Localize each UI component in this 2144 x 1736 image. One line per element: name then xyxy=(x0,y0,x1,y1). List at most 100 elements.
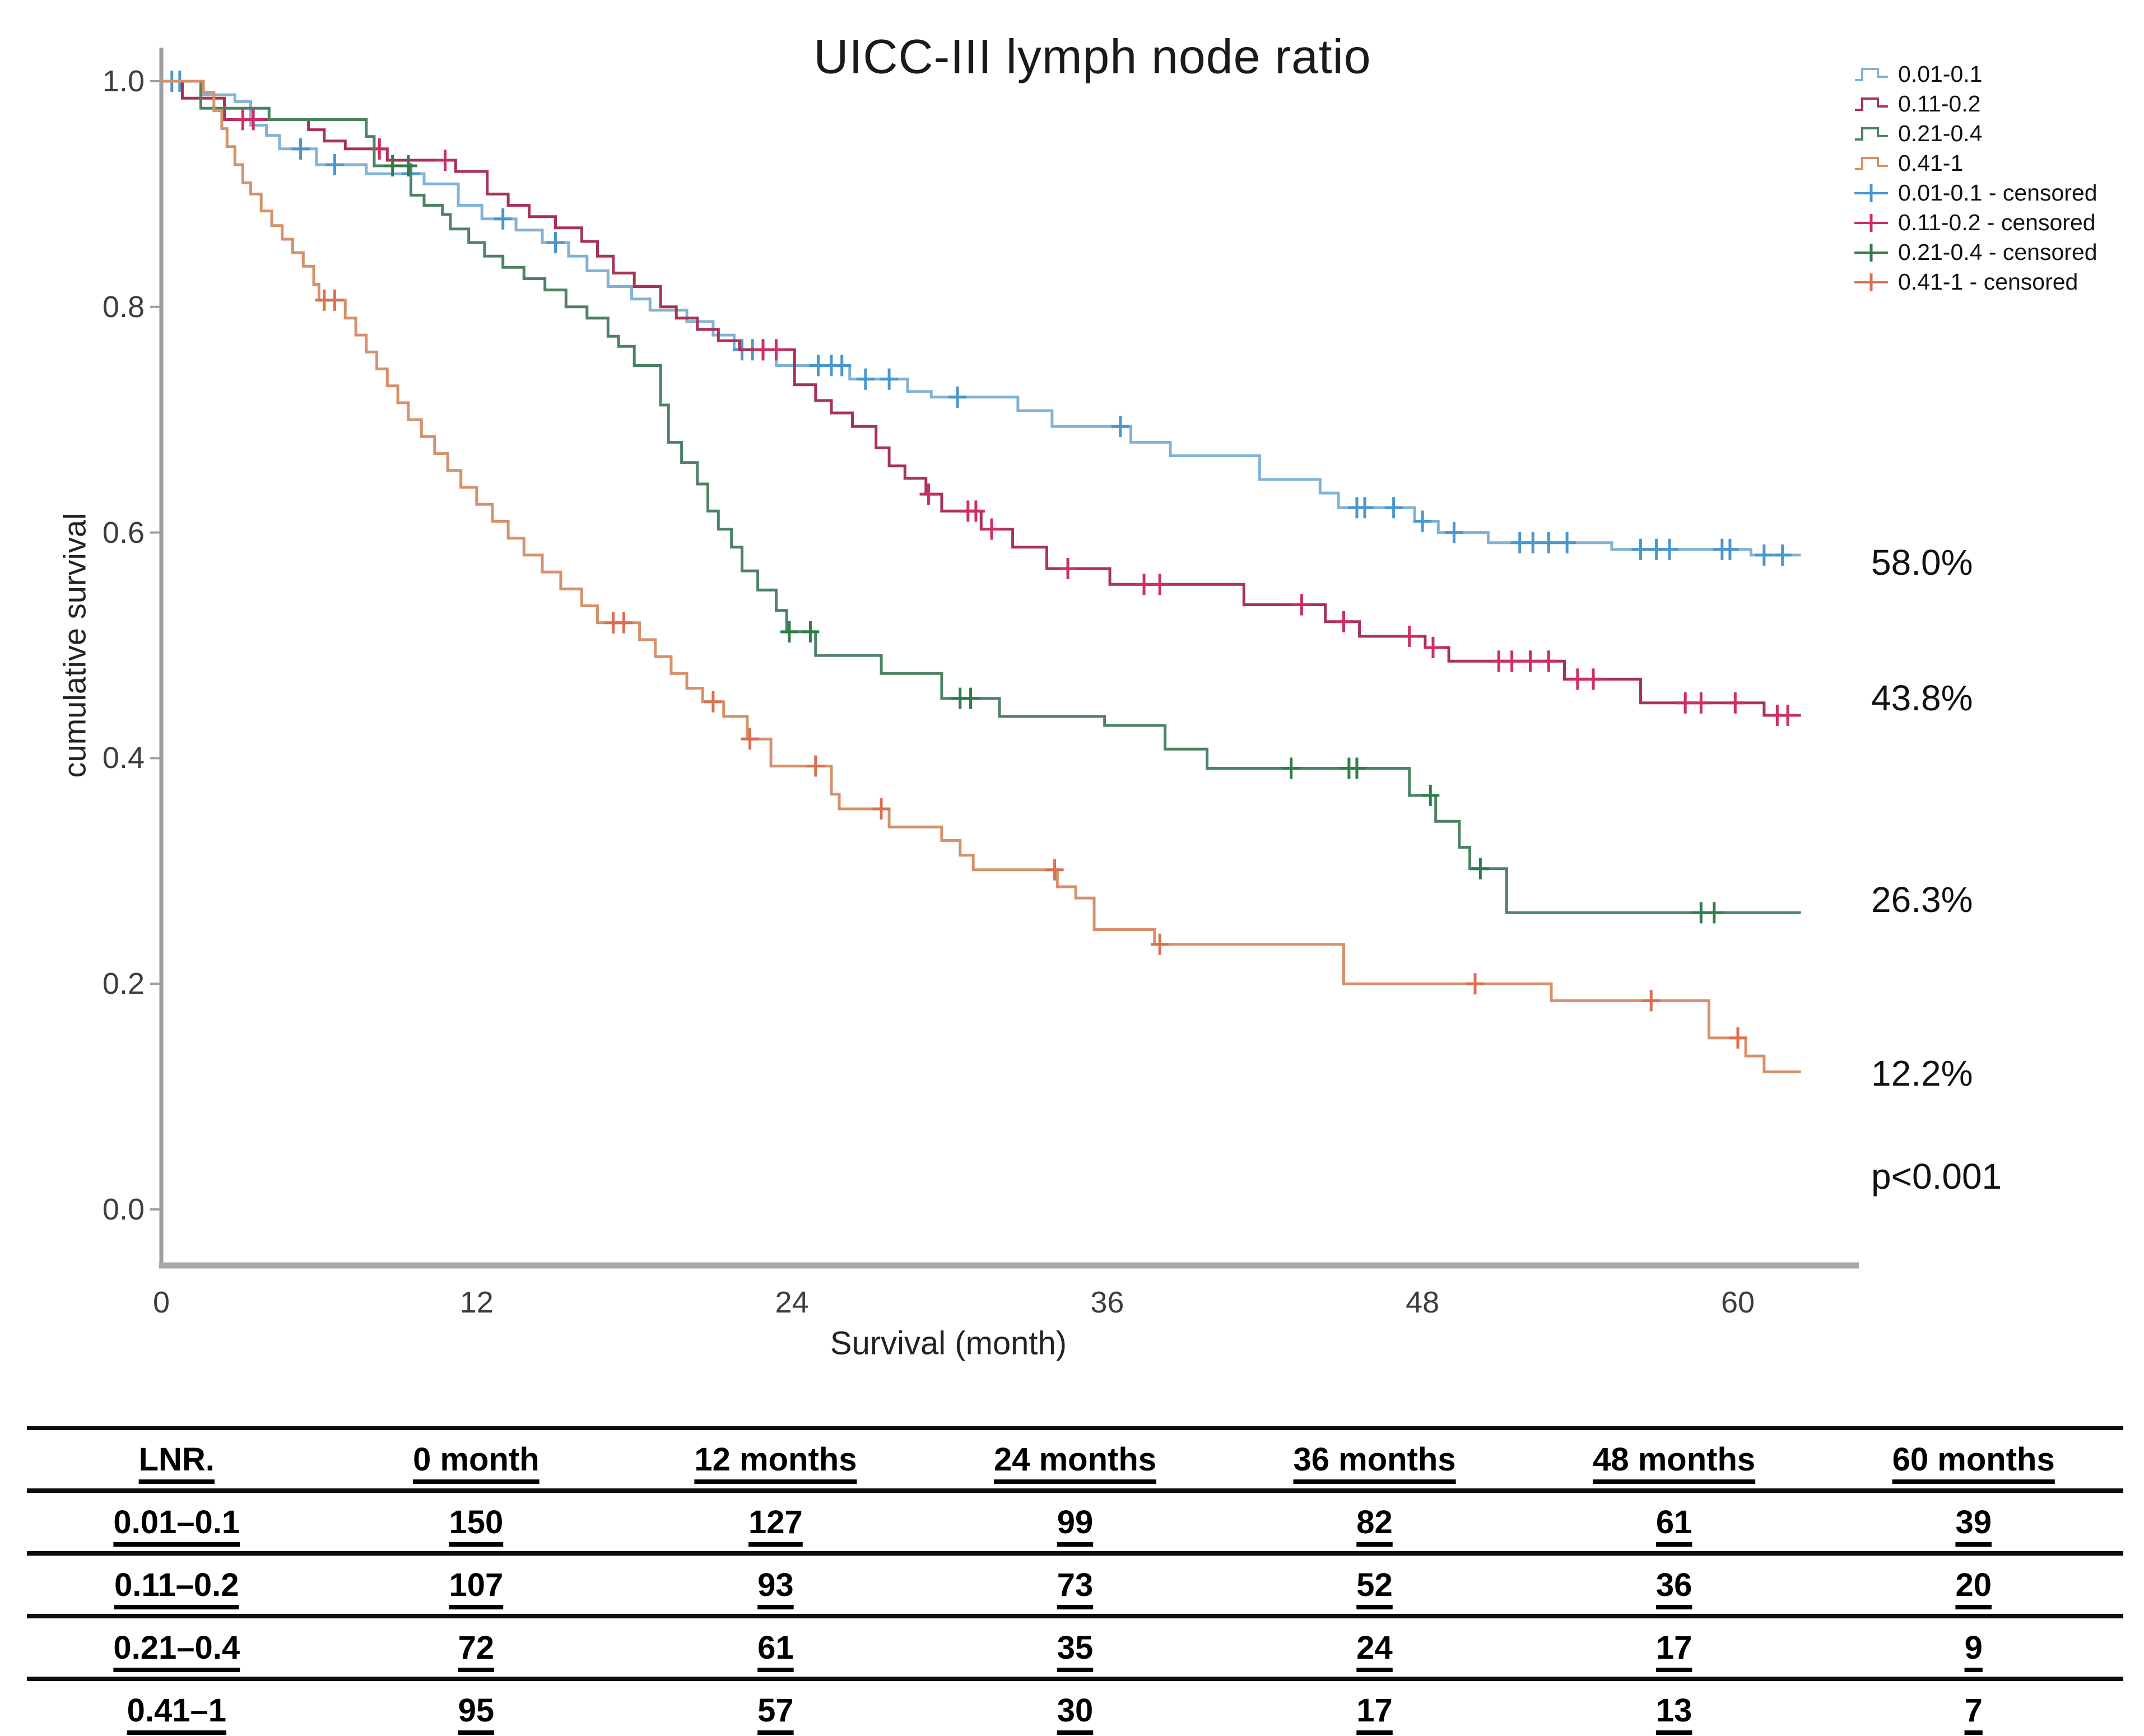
censor-mark-0.11-0.2 xyxy=(1726,692,1745,714)
table-cell: 30 xyxy=(1057,1692,1094,1729)
risk-table-row-0.01–0.1: 0.01–0.1 150 127 99 82 61 39 xyxy=(27,1493,2123,1556)
step-line-icon xyxy=(1855,127,1888,141)
table-cell: 24 months xyxy=(993,1441,1157,1478)
step-line-icon xyxy=(1855,97,1888,111)
risk-table-row-0.41–1: 0.41–1 95 57 30 17 13 7 xyxy=(27,1681,2123,1736)
censor-mark-0.01-0.1 xyxy=(1356,497,1374,519)
censor-mark-0.41-1 xyxy=(1642,990,1661,1012)
censor-mark-0.11-0.2 xyxy=(1503,650,1521,672)
legend-item-0.41-1: 0.41-1 xyxy=(1853,150,2098,176)
censor-mark-0.01-0.1 xyxy=(856,368,875,390)
table-cell: 150 xyxy=(449,1504,504,1540)
table-cell: 36 xyxy=(1655,1566,1692,1603)
table-cell: 61 xyxy=(757,1629,794,1666)
legend-item-0.11-0.2-censored: 0.11-0.2 - censored xyxy=(1853,210,2098,235)
censor-mark-0.01-0.1 xyxy=(1540,532,1558,553)
censor-mark-0.01-0.1 xyxy=(494,208,512,230)
censor-mark-0.41-1 xyxy=(615,612,633,634)
legend-label: 0.41-1 - censored xyxy=(1898,269,2078,295)
chart-title: UICC-III lymph node ratio xyxy=(813,30,1371,84)
y-tick-label: 0.4 xyxy=(102,741,145,775)
table-cell: 12 months xyxy=(694,1441,857,1478)
censor-mark-0.01-0.1 xyxy=(1720,538,1739,560)
censor-mark-0.01-0.1 xyxy=(291,138,310,160)
legend-label: 0.01-0.1 xyxy=(1898,61,1983,87)
censored-plus-icon xyxy=(1854,213,1888,232)
legend-item-0.01-0.1-censored: 0.01-0.1 - censored xyxy=(1853,180,2098,206)
censor-mark-0.11-0.2 xyxy=(1059,558,1077,580)
table-cell: 36 months xyxy=(1293,1441,1456,1478)
table-cell: 52 xyxy=(1356,1566,1393,1603)
table-cell: 95 xyxy=(458,1692,495,1729)
survival-pct-label: 58.0% xyxy=(1871,542,1973,583)
censor-mark-0.41-1 xyxy=(1729,1027,1747,1049)
censor-mark-0.11-0.2 xyxy=(983,518,1001,540)
table-cell: 82 xyxy=(1356,1504,1393,1540)
legend-item-0.21-0.4: 0.21-0.4 xyxy=(1853,120,2098,146)
table-cell: 24 xyxy=(1356,1629,1393,1666)
censor-mark-0.41-1 xyxy=(1151,933,1169,955)
censor-mark-0.21-0.4 xyxy=(1282,757,1300,779)
censor-mark-0.01-0.1 xyxy=(833,355,851,376)
legend-label: 0.21-0.4 xyxy=(1898,120,1983,146)
legend-item-0.11-0.2: 0.11-0.2 xyxy=(1853,91,2098,117)
survival-pct-label: 12.2% xyxy=(1871,1053,1973,1094)
x-tick-label: 60 xyxy=(1720,1286,1755,1319)
km-curve-0.41-1 xyxy=(161,80,1801,1073)
censor-mark-0.01-0.1 xyxy=(1111,416,1129,438)
legend-item-0.21-0.4-censored: 0.21-0.4 - censored xyxy=(1853,239,2098,265)
censor-mark-0.11-0.2 xyxy=(436,149,454,171)
y-tick-label: 0.2 xyxy=(102,967,145,1001)
table-cell: 60 months xyxy=(1892,1441,2055,1478)
y-axis-label: cumulative survival xyxy=(57,513,92,778)
legend-item-0.41-1-censored: 0.41-1 - censored xyxy=(1853,269,2098,295)
censor-mark-0.21-0.4 xyxy=(801,621,820,643)
x-tick-label: 0 xyxy=(152,1286,170,1319)
step-line-icon xyxy=(1855,156,1888,170)
censor-mark-0.41-1 xyxy=(704,691,722,713)
censor-mark-0.11-0.2 xyxy=(1540,650,1558,672)
censor-mark-0.01-0.1 xyxy=(1524,532,1542,553)
censor-mark-0.11-0.2 xyxy=(767,339,785,361)
x-tick-label: 24 xyxy=(775,1286,809,1319)
censor-mark-0.41-1 xyxy=(872,798,891,820)
legend-item-0.01-0.1: 0.01-0.1 xyxy=(1853,61,2098,87)
table-cell: 57 xyxy=(757,1692,794,1729)
survival-pct-label: 43.8% xyxy=(1871,677,1973,718)
km-curve-0.01-0.1 xyxy=(161,80,1801,557)
p-value-label: p<0.001 xyxy=(1871,1156,2002,1197)
table-cell: 35 xyxy=(1057,1629,1094,1666)
censor-mark-0.21-0.4 xyxy=(1705,902,1723,924)
censor-mark-0.21-0.4 xyxy=(399,155,417,177)
censor-mark-0.11-0.2 xyxy=(1779,704,1797,726)
km-curve-0.21-0.4 xyxy=(161,80,1801,914)
risk-table: LNR. 0 month 12 months 24 months 36 months 48… xyxy=(27,1426,2123,1736)
table-cell: 93 xyxy=(757,1566,794,1603)
legend-label: 0.11-0.2 - censored xyxy=(1898,210,2096,235)
km-curve-0.11-0.2 xyxy=(161,80,1801,717)
risk-table-row-0.21–0.4: 0.21–0.4 72 61 35 24 17 9 xyxy=(27,1618,2123,1681)
table-cell: 73 xyxy=(1057,1566,1094,1603)
censor-mark-0.41-1 xyxy=(325,289,344,311)
censor-mark-0.11-0.2 xyxy=(1676,692,1695,714)
table-cell: 99 xyxy=(1057,1504,1094,1540)
table-cell: 0.11–0.2 xyxy=(114,1566,239,1603)
risk-table-row-0.11–0.2: 0.11–0.2 107 93 73 52 36 20 xyxy=(27,1556,2123,1618)
censor-mark-0.11-0.2 xyxy=(1334,611,1353,632)
censor-mark-0.01-0.1 xyxy=(1558,532,1576,553)
table-cell: 72 xyxy=(458,1629,495,1666)
censor-mark-0.01-0.1 xyxy=(1445,522,1463,543)
table-cell: 127 xyxy=(748,1504,803,1540)
table-cell: 0.41–1 xyxy=(127,1692,226,1729)
censor-mark-0.21-0.4 xyxy=(1471,858,1490,879)
x-axis-label: Survival (month) xyxy=(830,1325,1067,1362)
y-tick-label: 1.0 xyxy=(102,64,145,98)
censored-plus-icon xyxy=(1854,184,1888,202)
table-cell: 48 months xyxy=(1593,1441,1756,1478)
censor-mark-0.11-0.2 xyxy=(966,500,985,522)
censor-mark-0.41-1 xyxy=(1045,859,1064,881)
table-cell: 39 xyxy=(1955,1504,1992,1540)
table-cell: 0.01–0.1 xyxy=(113,1504,240,1540)
legend-label: 0.11-0.2 xyxy=(1898,91,1981,117)
